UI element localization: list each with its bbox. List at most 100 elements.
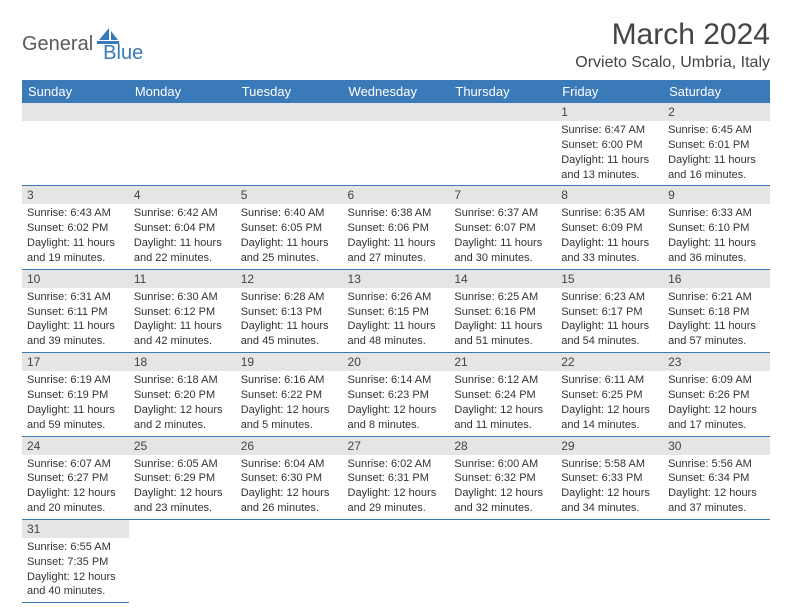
day-info: Sunrise: 6:43 AMSunset: 6:02 PMDaylight:… bbox=[22, 204, 129, 268]
calendar-week-row: 3Sunrise: 6:43 AMSunset: 6:02 PMDaylight… bbox=[22, 186, 770, 269]
calendar-cell bbox=[129, 519, 236, 602]
calendar-cell bbox=[236, 103, 343, 186]
day-info-line: Daylight: 11 hours bbox=[454, 319, 551, 334]
day-info: Sunrise: 6:55 AMSunset: 7:35 PMDaylight:… bbox=[22, 538, 129, 602]
day-info-line: Sunrise: 6:38 AM bbox=[348, 206, 445, 221]
day-info-line: Daylight: 11 hours bbox=[561, 236, 658, 251]
day-number: 6 bbox=[343, 186, 450, 204]
day-info-line: Sunset: 6:19 PM bbox=[27, 388, 124, 403]
day-info-line: Sunset: 6:18 PM bbox=[668, 305, 765, 320]
calendar-cell: 13Sunrise: 6:26 AMSunset: 6:15 PMDayligh… bbox=[343, 269, 450, 352]
day-info: Sunrise: 6:42 AMSunset: 6:04 PMDaylight:… bbox=[129, 204, 236, 268]
calendar-cell: 6Sunrise: 6:38 AMSunset: 6:06 PMDaylight… bbox=[343, 186, 450, 269]
day-info-line: Sunset: 6:15 PM bbox=[348, 305, 445, 320]
day-number: 25 bbox=[129, 437, 236, 455]
day-info-line: Sunrise: 6:02 AM bbox=[348, 457, 445, 472]
day-number-empty bbox=[449, 103, 556, 121]
day-info-line: Sunrise: 5:58 AM bbox=[561, 457, 658, 472]
day-info-line: Daylight: 12 hours bbox=[348, 403, 445, 418]
day-info: Sunrise: 6:35 AMSunset: 6:09 PMDaylight:… bbox=[556, 204, 663, 268]
calendar-cell bbox=[22, 103, 129, 186]
day-number: 15 bbox=[556, 270, 663, 288]
logo-text-general: General bbox=[22, 33, 93, 56]
day-info: Sunrise: 6:40 AMSunset: 6:05 PMDaylight:… bbox=[236, 204, 343, 268]
logo-text-blue: Blue bbox=[103, 42, 143, 65]
day-info: Sunrise: 6:37 AMSunset: 6:07 PMDaylight:… bbox=[449, 204, 556, 268]
day-number-empty bbox=[343, 520, 450, 538]
calendar-cell: 20Sunrise: 6:14 AMSunset: 6:23 PMDayligh… bbox=[343, 353, 450, 436]
day-info-line: Sunset: 6:25 PM bbox=[561, 388, 658, 403]
day-info-line: Daylight: 12 hours bbox=[668, 486, 765, 501]
day-info-line: Sunset: 6:31 PM bbox=[348, 471, 445, 486]
day-info-line: Daylight: 12 hours bbox=[27, 570, 124, 585]
month-title: March 2024 bbox=[575, 18, 770, 52]
day-info-line: Daylight: 12 hours bbox=[27, 486, 124, 501]
day-info-line: and 32 minutes. bbox=[454, 501, 551, 516]
day-info: Sunrise: 6:12 AMSunset: 6:24 PMDaylight:… bbox=[449, 371, 556, 435]
day-info-line: and 30 minutes. bbox=[454, 251, 551, 266]
day-number: 19 bbox=[236, 353, 343, 371]
day-info-line: and 16 minutes. bbox=[668, 168, 765, 183]
calendar-body: 1Sunrise: 6:47 AMSunset: 6:00 PMDaylight… bbox=[22, 103, 770, 603]
calendar-cell: 8Sunrise: 6:35 AMSunset: 6:09 PMDaylight… bbox=[556, 186, 663, 269]
day-info: Sunrise: 6:00 AMSunset: 6:32 PMDaylight:… bbox=[449, 455, 556, 519]
calendar-week-row: 10Sunrise: 6:31 AMSunset: 6:11 PMDayligh… bbox=[22, 269, 770, 352]
day-info-line: Sunrise: 6:25 AM bbox=[454, 290, 551, 305]
day-number: 24 bbox=[22, 437, 129, 455]
day-info-line: Daylight: 11 hours bbox=[27, 403, 124, 418]
day-info-line: and 29 minutes. bbox=[348, 501, 445, 516]
day-number: 27 bbox=[343, 437, 450, 455]
weekday-header: Sunday bbox=[22, 80, 129, 103]
calendar-cell: 1Sunrise: 6:47 AMSunset: 6:00 PMDaylight… bbox=[556, 103, 663, 186]
day-info-line: Sunset: 6:09 PM bbox=[561, 221, 658, 236]
calendar-cell bbox=[663, 519, 770, 602]
day-number: 17 bbox=[22, 353, 129, 371]
day-info-line: Daylight: 11 hours bbox=[454, 236, 551, 251]
day-info-line: Daylight: 12 hours bbox=[134, 403, 231, 418]
day-info: Sunrise: 6:07 AMSunset: 6:27 PMDaylight:… bbox=[22, 455, 129, 519]
calendar-cell: 14Sunrise: 6:25 AMSunset: 6:16 PMDayligh… bbox=[449, 269, 556, 352]
day-info-line: Daylight: 12 hours bbox=[241, 403, 338, 418]
day-number: 12 bbox=[236, 270, 343, 288]
day-number: 1 bbox=[556, 103, 663, 121]
day-info-line: Daylight: 11 hours bbox=[668, 319, 765, 334]
calendar-cell bbox=[449, 103, 556, 186]
day-info-line: Sunset: 6:26 PM bbox=[668, 388, 765, 403]
calendar-cell bbox=[129, 103, 236, 186]
calendar-cell bbox=[236, 519, 343, 602]
day-info-line: and 51 minutes. bbox=[454, 334, 551, 349]
calendar-week-row: 31Sunrise: 6:55 AMSunset: 7:35 PMDayligh… bbox=[22, 519, 770, 602]
calendar-cell: 3Sunrise: 6:43 AMSunset: 6:02 PMDaylight… bbox=[22, 186, 129, 269]
day-info: Sunrise: 6:16 AMSunset: 6:22 PMDaylight:… bbox=[236, 371, 343, 435]
logo: General Blue bbox=[22, 24, 143, 65]
day-info-line: and 25 minutes. bbox=[241, 251, 338, 266]
day-info-line: and 39 minutes. bbox=[27, 334, 124, 349]
day-info-line: and 17 minutes. bbox=[668, 418, 765, 433]
day-info-line: Daylight: 11 hours bbox=[348, 319, 445, 334]
day-info-line: Sunrise: 6:42 AM bbox=[134, 206, 231, 221]
calendar-cell: 4Sunrise: 6:42 AMSunset: 6:04 PMDaylight… bbox=[129, 186, 236, 269]
calendar-cell: 2Sunrise: 6:45 AMSunset: 6:01 PMDaylight… bbox=[663, 103, 770, 186]
day-info-line: Daylight: 12 hours bbox=[134, 486, 231, 501]
day-info: Sunrise: 6:21 AMSunset: 6:18 PMDaylight:… bbox=[663, 288, 770, 352]
day-info-line: Daylight: 11 hours bbox=[134, 236, 231, 251]
day-info-line: Sunrise: 6:21 AM bbox=[668, 290, 765, 305]
day-info-line: Daylight: 12 hours bbox=[241, 486, 338, 501]
day-number-empty bbox=[22, 103, 129, 121]
day-info: Sunrise: 6:14 AMSunset: 6:23 PMDaylight:… bbox=[343, 371, 450, 435]
weekday-header: Wednesday bbox=[343, 80, 450, 103]
day-info-line: and 33 minutes. bbox=[561, 251, 658, 266]
day-number: 29 bbox=[556, 437, 663, 455]
calendar-cell: 10Sunrise: 6:31 AMSunset: 6:11 PMDayligh… bbox=[22, 269, 129, 352]
day-number: 2 bbox=[663, 103, 770, 121]
title-block: March 2024 Orvieto Scalo, Umbria, Italy bbox=[575, 18, 770, 72]
day-number: 18 bbox=[129, 353, 236, 371]
calendar-cell: 26Sunrise: 6:04 AMSunset: 6:30 PMDayligh… bbox=[236, 436, 343, 519]
day-info-line: Sunset: 6:30 PM bbox=[241, 471, 338, 486]
day-info-line: Daylight: 11 hours bbox=[241, 236, 338, 251]
weekday-header: Tuesday bbox=[236, 80, 343, 103]
day-info: Sunrise: 6:38 AMSunset: 6:06 PMDaylight:… bbox=[343, 204, 450, 268]
day-info-line: Daylight: 12 hours bbox=[561, 486, 658, 501]
day-info-line: Sunset: 6:04 PM bbox=[134, 221, 231, 236]
day-info: Sunrise: 6:23 AMSunset: 6:17 PMDaylight:… bbox=[556, 288, 663, 352]
